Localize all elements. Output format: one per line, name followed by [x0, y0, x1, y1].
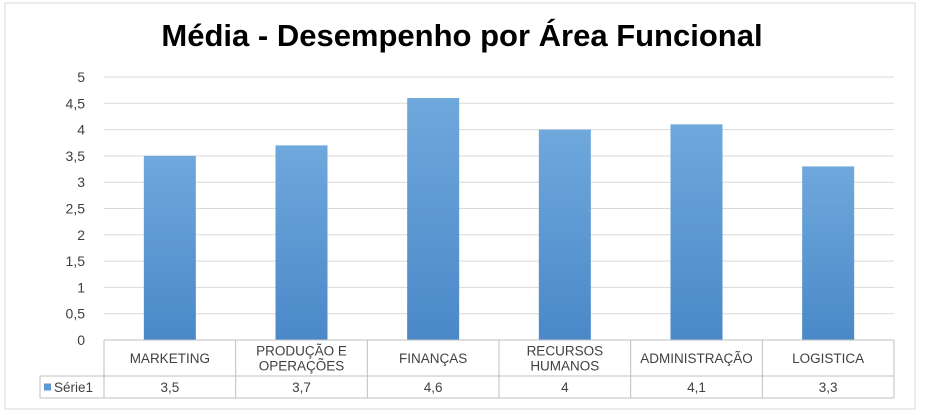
data-table: MARKETING 3,5 PRODUÇÃO E OPERAÇÕES 3,7 FINANÇ…: [39, 339, 895, 399]
bar: [670, 124, 723, 340]
y-tick-label: 4,5: [66, 95, 86, 111]
bar: [538, 129, 591, 340]
bar: [275, 145, 328, 340]
category-label: MARKETING: [130, 351, 210, 366]
category-label: RECURSOS HUMANOS: [527, 344, 604, 374]
category-label: FINANÇAS: [399, 351, 467, 366]
bar: [143, 155, 196, 340]
y-tick-label: 1: [77, 279, 85, 295]
chart-border: [4, 2, 916, 410]
y-axis-ticks: 0 0,5 1 1,5 2 2,5 3 3,5 4 4,5 5: [66, 69, 86, 348]
y-tick-label: 4: [77, 122, 85, 138]
y-tick-label: 5: [77, 69, 85, 85]
category-label: LOGISTICA: [792, 351, 864, 366]
data-table-value: 3,7: [292, 380, 311, 395]
y-tick-label: 3,5: [66, 148, 86, 164]
data-table-value: 3,3: [819, 380, 838, 395]
y-tick-label: 1,5: [66, 253, 86, 269]
bars: [143, 98, 855, 340]
y-tick-label: 2: [77, 227, 85, 243]
category-label: ADMINISTRAÇÃO: [640, 351, 753, 366]
y-tick-label: 0,5: [66, 306, 86, 322]
data-table-value: 3,5: [160, 380, 179, 395]
y-tick-label: 3: [77, 174, 85, 190]
data-table-value: 4: [561, 380, 569, 395]
bar: [407, 98, 460, 340]
data-table-value: 4,1: [687, 380, 706, 395]
bar: [802, 166, 855, 340]
legend-swatch: [44, 383, 51, 391]
y-tick-label: 0: [77, 332, 85, 348]
data-table-value: 4,6: [424, 380, 443, 395]
gridlines: [104, 76, 894, 315]
chart-title: Média - Desempenho por Área Funcional: [161, 18, 762, 53]
legend-series-name: Série1: [54, 380, 93, 395]
y-tick-label: 2,5: [66, 201, 86, 217]
category-label: PRODUÇÃO E OPERAÇÕES: [256, 344, 347, 374]
